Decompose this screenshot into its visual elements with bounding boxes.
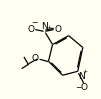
Text: +: +: [47, 24, 52, 30]
Text: O: O: [80, 83, 87, 92]
Text: O: O: [55, 25, 62, 34]
Text: +: +: [83, 69, 88, 74]
Text: O: O: [31, 54, 38, 63]
Text: N: N: [41, 22, 48, 31]
Text: N: N: [78, 72, 85, 81]
Text: −: −: [31, 18, 37, 27]
Text: O: O: [27, 25, 34, 34]
Text: −: −: [75, 83, 82, 92]
